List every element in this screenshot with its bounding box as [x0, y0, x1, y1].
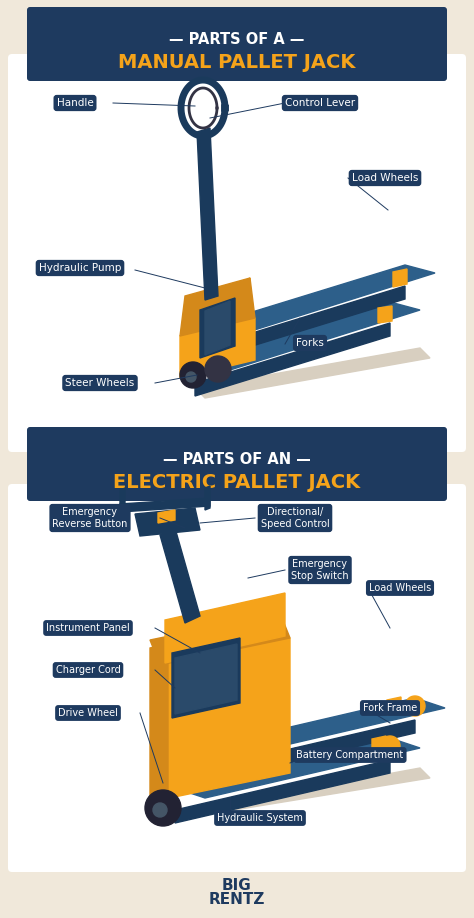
Text: Battery Compartment: Battery Compartment: [296, 750, 404, 760]
Polygon shape: [165, 593, 285, 663]
Text: — PARTS OF AN —: — PARTS OF AN —: [163, 453, 311, 467]
Polygon shape: [200, 698, 445, 758]
Circle shape: [153, 803, 167, 817]
Circle shape: [380, 736, 400, 756]
FancyBboxPatch shape: [8, 484, 466, 872]
Polygon shape: [120, 488, 125, 512]
Polygon shape: [175, 738, 420, 798]
Circle shape: [186, 372, 196, 382]
Polygon shape: [135, 508, 200, 536]
FancyBboxPatch shape: [27, 7, 447, 81]
Polygon shape: [175, 760, 390, 823]
Polygon shape: [205, 301, 230, 355]
Polygon shape: [195, 323, 390, 396]
Polygon shape: [158, 510, 175, 523]
Text: Load Wheels: Load Wheels: [369, 583, 431, 593]
Text: MANUAL PALLET JACK: MANUAL PALLET JACK: [118, 53, 356, 73]
Polygon shape: [172, 638, 240, 718]
Polygon shape: [393, 269, 407, 287]
Text: — PARTS OF A —: — PARTS OF A —: [169, 32, 305, 48]
Polygon shape: [180, 318, 255, 378]
Text: RENTZ: RENTZ: [209, 892, 265, 908]
Polygon shape: [180, 278, 255, 336]
Text: Fork Frame: Fork Frame: [363, 703, 417, 713]
Text: Hydraulic System: Hydraulic System: [217, 813, 303, 823]
FancyBboxPatch shape: [8, 54, 466, 452]
Text: Steer Wheels: Steer Wheels: [65, 378, 135, 388]
Polygon shape: [120, 498, 210, 512]
Polygon shape: [372, 736, 386, 754]
Text: Drive Wheel: Drive Wheel: [58, 708, 118, 718]
Polygon shape: [150, 613, 290, 665]
Text: Emergency
Stop Switch: Emergency Stop Switch: [291, 559, 349, 581]
Polygon shape: [210, 286, 405, 359]
Polygon shape: [160, 528, 200, 623]
Polygon shape: [210, 265, 435, 333]
Polygon shape: [387, 697, 401, 715]
Polygon shape: [225, 278, 250, 363]
Polygon shape: [197, 128, 218, 300]
Text: Forks: Forks: [296, 338, 324, 348]
FancyBboxPatch shape: [27, 427, 447, 501]
Polygon shape: [200, 720, 415, 783]
Text: Charger Cord: Charger Cord: [55, 665, 120, 675]
Text: Emergency
Reverse Button: Emergency Reverse Button: [52, 507, 128, 529]
Polygon shape: [378, 306, 392, 323]
Text: Hydraulic Pump: Hydraulic Pump: [39, 263, 121, 273]
Text: Instrument Panel: Instrument Panel: [46, 623, 130, 633]
Polygon shape: [195, 348, 430, 398]
Text: ELECTRIC PALLET JACK: ELECTRIC PALLET JACK: [113, 474, 361, 492]
Polygon shape: [185, 298, 210, 378]
Circle shape: [405, 696, 425, 716]
Text: Load Wheels: Load Wheels: [352, 173, 418, 183]
Polygon shape: [205, 486, 210, 510]
Circle shape: [205, 356, 231, 382]
Text: Directional/
Speed Control: Directional/ Speed Control: [261, 507, 329, 529]
Polygon shape: [160, 638, 290, 800]
Polygon shape: [195, 302, 420, 370]
Circle shape: [180, 362, 206, 388]
Text: Handle: Handle: [56, 98, 93, 108]
Polygon shape: [175, 644, 237, 714]
Polygon shape: [200, 298, 235, 358]
Text: BIG: BIG: [222, 879, 252, 893]
Circle shape: [145, 790, 181, 826]
Text: Control Lever: Control Lever: [285, 98, 355, 108]
Polygon shape: [175, 768, 430, 818]
Polygon shape: [150, 643, 168, 803]
